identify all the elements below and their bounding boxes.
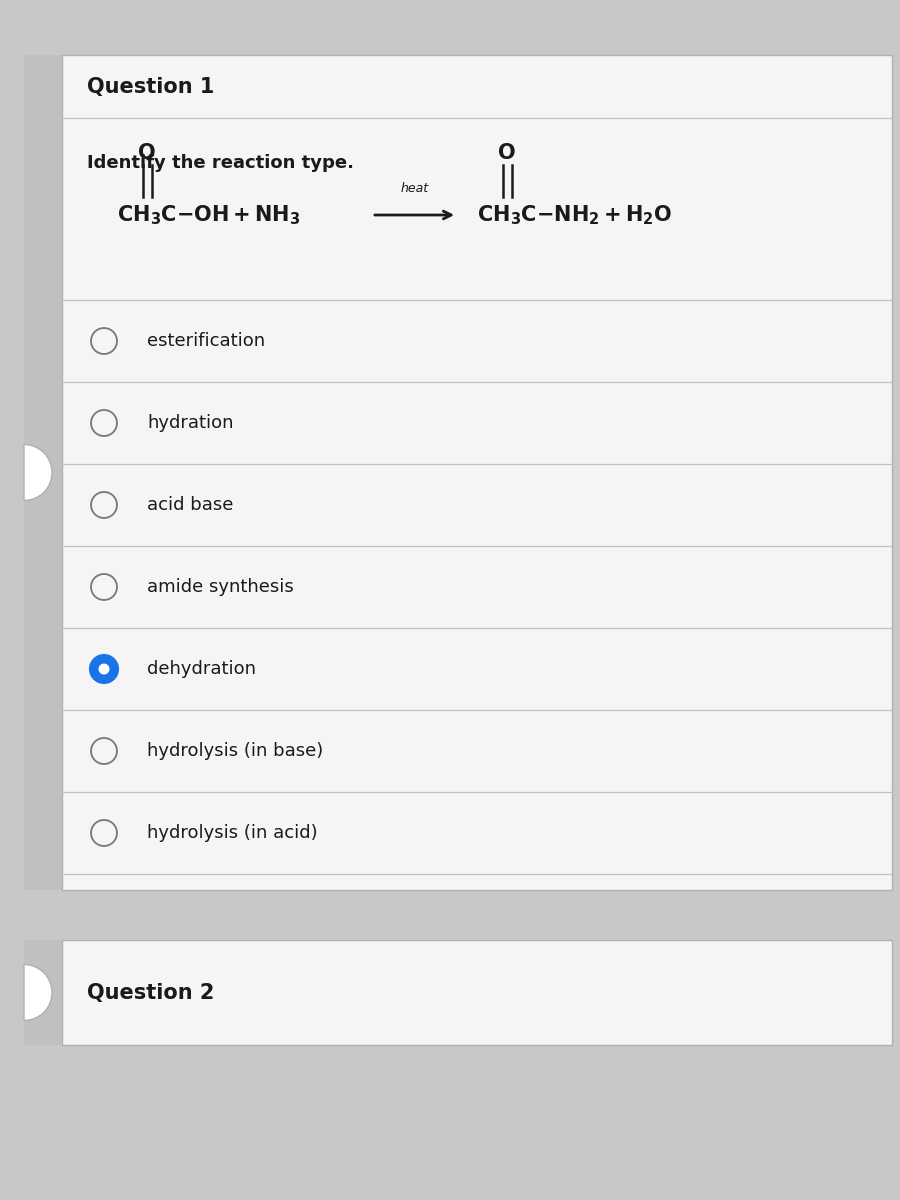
Circle shape [91, 328, 117, 354]
Text: Question 2: Question 2 [87, 983, 214, 1002]
Circle shape [91, 738, 117, 764]
Wedge shape [24, 965, 52, 1020]
Circle shape [91, 574, 117, 600]
Circle shape [91, 492, 117, 518]
Text: heat: heat [400, 182, 428, 196]
FancyBboxPatch shape [62, 55, 892, 890]
Text: $\mathbf{CH_3C}$$\mathbf{-NH_2 + H_2O}$: $\mathbf{CH_3C}$$\mathbf{-NH_2 + H_2O}$ [477, 203, 672, 227]
FancyBboxPatch shape [62, 940, 892, 1045]
Text: hydrolysis (in base): hydrolysis (in base) [147, 742, 323, 760]
Text: $\mathbf{CH_3C}$$\mathbf{-OH + NH_3}$: $\mathbf{CH_3C}$$\mathbf{-OH + NH_3}$ [117, 203, 301, 227]
Circle shape [90, 655, 118, 683]
Circle shape [98, 664, 110, 674]
Text: Question 1: Question 1 [87, 77, 214, 96]
Text: amide synthesis: amide synthesis [147, 578, 293, 596]
Text: hydration: hydration [147, 414, 233, 432]
Text: acid base: acid base [147, 496, 233, 514]
Bar [24, 55, 62, 890]
Text: O: O [499, 143, 516, 163]
Text: Identify the reaction type.: Identify the reaction type. [87, 154, 354, 172]
Circle shape [91, 820, 117, 846]
Wedge shape [24, 444, 52, 500]
Text: hydrolysis (in acid): hydrolysis (in acid) [147, 824, 318, 842]
Circle shape [91, 410, 117, 436]
Text: O: O [139, 143, 156, 163]
Text: esterification: esterification [147, 332, 266, 350]
Text: dehydration: dehydration [147, 660, 256, 678]
Bar [24, 940, 62, 1045]
